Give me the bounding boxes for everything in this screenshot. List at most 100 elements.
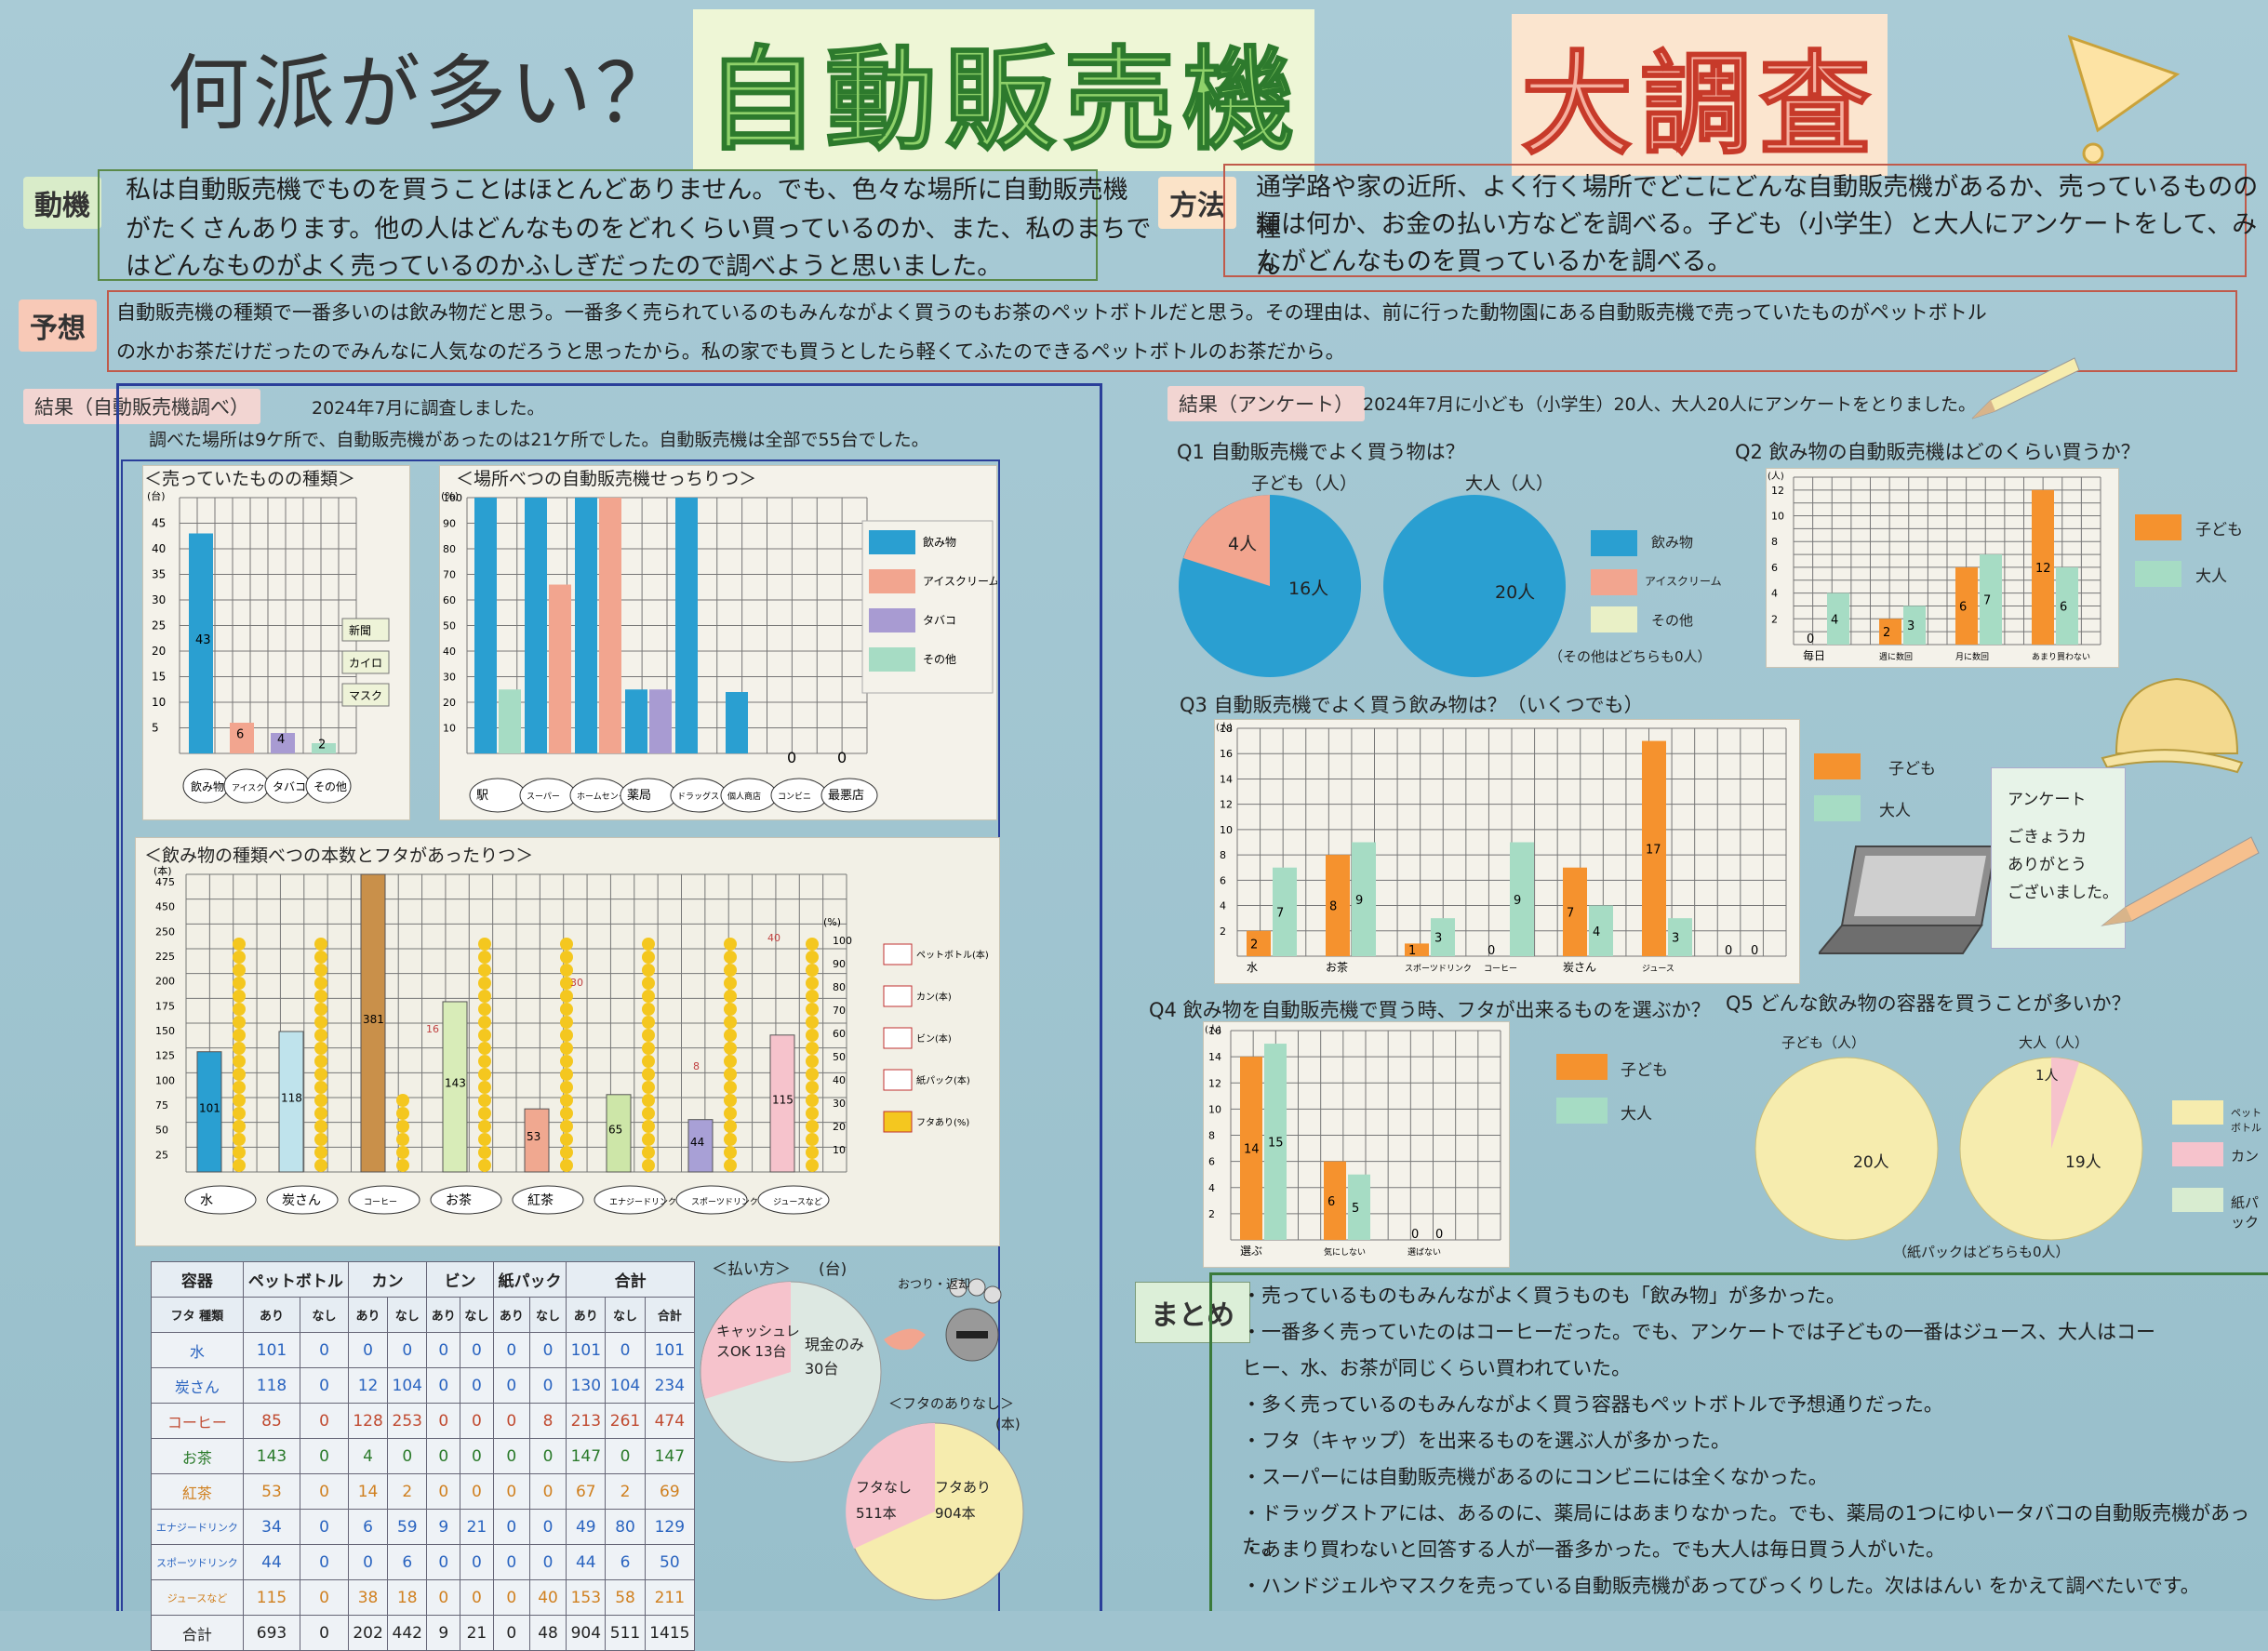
method-line-1: 通学路や家の近所、よく行く場所でどこにどんな自動販売機があるか、売っているものの… bbox=[1256, 173, 2259, 243]
table-header-row: 容器 ペットボトル カン ビン 紙パック 合計 bbox=[151, 1261, 695, 1298]
chart3-rate-dot bbox=[560, 1120, 573, 1133]
chart1-panel bbox=[142, 465, 410, 820]
chart1-ytick: 15 bbox=[152, 671, 166, 684]
q4-adult-label: 5 bbox=[1352, 1202, 1359, 1216]
title-main2: 大調査 bbox=[1512, 14, 1888, 176]
q2-child-bar bbox=[1955, 566, 1978, 645]
chart3-rate-dot bbox=[806, 951, 819, 964]
table-subheader-cell: なし bbox=[528, 1297, 567, 1333]
q2-cat-label: 月に数回 bbox=[1955, 651, 1989, 662]
chart3-rate-dot bbox=[233, 951, 246, 964]
chart3-rate-dot bbox=[724, 1146, 737, 1159]
chart3-unit-right: (%) bbox=[823, 916, 841, 928]
chart3-rate-dot bbox=[233, 964, 246, 977]
chart3-rate-dot bbox=[806, 1146, 819, 1159]
q3-cat-label: コーヒー bbox=[1484, 964, 1517, 974]
chart3-rate-dot bbox=[396, 1146, 409, 1159]
table-cell: 69 bbox=[644, 1473, 696, 1510]
q3-ytick: 16 bbox=[1220, 748, 1233, 760]
table-cell: 0 bbox=[460, 1438, 494, 1474]
chart3-rate-dot bbox=[478, 1042, 491, 1055]
chart3-unit-left: (本) bbox=[153, 865, 172, 877]
q3-child-bar bbox=[1326, 855, 1350, 956]
chart3-rate-dot bbox=[724, 1029, 737, 1042]
table-subheader-cell: なし bbox=[605, 1297, 646, 1333]
memo-line-1: ごきょうカ bbox=[2008, 828, 2087, 846]
table-cell: 0 bbox=[528, 1367, 567, 1404]
chart3-rate-dot bbox=[478, 951, 491, 964]
chart3-rate-dot bbox=[233, 1042, 246, 1055]
q5-legend-pet-swatch bbox=[2172, 1100, 2223, 1125]
chart3-bar bbox=[769, 1034, 795, 1173]
chart2-legend-label: タバコ bbox=[923, 614, 956, 627]
chart3-rate-dot bbox=[233, 1016, 246, 1029]
q5-child-v: 20人 bbox=[1853, 1153, 1889, 1172]
pay-cashless: キャッシュレスOK 13台 bbox=[716, 1323, 800, 1360]
q2-legend-child: 子ども bbox=[2195, 521, 2243, 539]
chart3-rate-dot bbox=[478, 1107, 491, 1120]
chart3-rate-dot bbox=[478, 1003, 491, 1016]
table-cell: 40 bbox=[528, 1579, 567, 1616]
chart3-rate-dot bbox=[314, 1107, 327, 1120]
chart3-rate-dot bbox=[642, 977, 655, 990]
table-cell: 147 bbox=[644, 1438, 696, 1474]
chart2-bar bbox=[726, 692, 748, 753]
chart3-rate-dot bbox=[806, 1029, 819, 1042]
table-cell: 44 bbox=[566, 1544, 607, 1580]
chart3-bar-label: 115 bbox=[772, 1093, 794, 1106]
chart3-rate-dot bbox=[560, 938, 573, 951]
q3-adult-bar bbox=[1352, 842, 1376, 956]
q2-cat-label: 毎日 bbox=[1803, 648, 1825, 662]
summary-line: ・あまり買わないと回答する人が一番多かった。でも大人は毎日買う人がいた。 bbox=[1242, 1538, 1945, 1561]
table-cell: 0 bbox=[300, 1332, 349, 1368]
table-subheader-cell: あり bbox=[347, 1297, 389, 1333]
q2-adult-bar bbox=[1980, 554, 2002, 645]
table-row: エナジードリンク 34 0 6 59 9 21 0 0 49 80 129 bbox=[151, 1509, 696, 1545]
chart3-rate-dot bbox=[560, 1133, 573, 1146]
chart1-unit: (台) bbox=[147, 489, 166, 502]
chart3-rate-dot bbox=[642, 1107, 655, 1120]
chart3-rate-dot bbox=[233, 1133, 246, 1146]
q3-legend-child: 子ども bbox=[1888, 760, 1936, 779]
q5-adult-label: 大人（人） bbox=[2019, 1034, 2089, 1051]
chart3-rate-dot bbox=[642, 1055, 655, 1068]
q4-child-label: 6 bbox=[1327, 1195, 1335, 1209]
chart1-ytick: 20 bbox=[152, 645, 166, 658]
summary-line: ・スーパーには自動販売機があるのにコンビニには全くなかった。 bbox=[1242, 1466, 1828, 1488]
chart3-rate-dot bbox=[560, 1003, 573, 1016]
q1-legend-ice: アイスクリーム bbox=[1645, 575, 1722, 588]
chart3-ytick: 150 bbox=[155, 1025, 175, 1037]
chart3-rate-dot bbox=[642, 1133, 655, 1146]
q3-adult-bar bbox=[1668, 918, 1692, 956]
chart3-rate-dot bbox=[396, 1159, 409, 1172]
chart3-bar-label: 44 bbox=[690, 1136, 704, 1149]
motive-line-3: はどんなものがよく売っているのかふしぎだったので調べようと思いました。 bbox=[126, 252, 1003, 281]
chart3-rate-dot bbox=[806, 1081, 819, 1094]
q3-ytick: 18 bbox=[1220, 723, 1233, 735]
chart1-bar bbox=[271, 733, 295, 753]
chart3-legend-swatch bbox=[883, 943, 913, 965]
table-cell: 0 bbox=[528, 1473, 567, 1510]
chart3-rate-dot bbox=[560, 1016, 573, 1029]
q3-legend-child-swatch bbox=[1814, 753, 1861, 779]
q4-child-bar bbox=[1324, 1161, 1346, 1240]
table-cell: 4 bbox=[347, 1438, 389, 1474]
table-cell: 0 bbox=[300, 1509, 349, 1545]
table-subheader-cell: あり bbox=[426, 1297, 461, 1333]
table-cell: 紅茶 bbox=[151, 1473, 244, 1510]
chart2-legend-label: アイスクリーム bbox=[923, 575, 997, 588]
chart3-rate-dot bbox=[560, 1159, 573, 1172]
chart3-rate-dot bbox=[560, 1042, 573, 1055]
chart3-cat-label: 水 bbox=[200, 1193, 213, 1208]
chart3-rate-dot bbox=[396, 1094, 409, 1107]
chart3-rate-dot bbox=[478, 1146, 491, 1159]
chart3-rtick: 40 bbox=[833, 1074, 846, 1086]
motive-label: 動機 bbox=[23, 177, 101, 229]
chart2-bar bbox=[675, 498, 698, 753]
chart3-rate-dot bbox=[560, 1068, 573, 1081]
chart3-rate-dot bbox=[478, 1029, 491, 1042]
table-cell: 50 bbox=[644, 1544, 696, 1580]
chart3-rate-dot bbox=[314, 1159, 327, 1172]
q3-adult-bar bbox=[1273, 867, 1297, 956]
table-row: 水 101 0 0 0 0 0 0 0 101 0 101 bbox=[151, 1332, 696, 1368]
